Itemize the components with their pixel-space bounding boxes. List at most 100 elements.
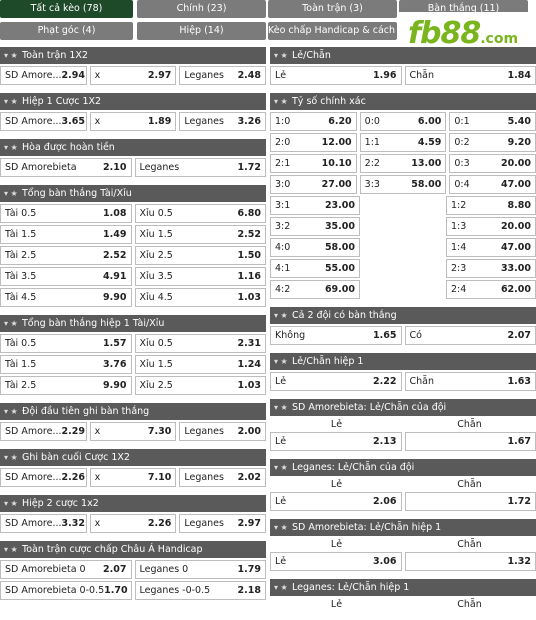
- market-title[interactable]: SD Amorebieta: Lẻ/Chẵn hiệp 1: [270, 519, 536, 536]
- odds-cell[interactable]: 1.32: [405, 552, 536, 571]
- tab[interactable]: Toàn trận (3): [268, 0, 397, 18]
- market-title[interactable]: Cả 2 đội có bàn thắng: [270, 307, 536, 324]
- odds-cell[interactable]: SD Amore...3.65: [0, 112, 87, 131]
- tab[interactable]: Hiệp (14): [137, 22, 266, 40]
- odds-value: 47.00: [501, 179, 531, 190]
- selection-label: SD Amore...: [5, 472, 62, 483]
- market-title[interactable]: Leganes: Lẻ/Chẵn của đội: [270, 459, 536, 476]
- market-title[interactable]: Lẻ/Chẵn: [270, 47, 536, 64]
- odds-value: 1.63: [508, 376, 531, 387]
- market-title[interactable]: Tỷ số chính xác: [270, 93, 536, 110]
- market-title[interactable]: Tổng bàn thắng Tài/Xỉu: [0, 185, 266, 202]
- market-title[interactable]: SD Amorebieta: Lẻ/Chẵn của đội: [270, 399, 536, 416]
- selection-label: Xỉu 1.5: [140, 359, 173, 370]
- tab[interactable]: Chính (23): [137, 0, 266, 18]
- market-title[interactable]: Leganes: Lẻ/Chẵn hiệp 1: [270, 579, 536, 596]
- odds-value: 2.52: [238, 229, 261, 240]
- odds-cell[interactable]: 1.67: [405, 432, 536, 451]
- market-title[interactable]: Hiệp 1 Cược 1X2: [0, 93, 266, 110]
- market-title[interactable]: Toàn trận cược chấp Châu Á Handicap: [0, 541, 266, 558]
- market-title[interactable]: Lẻ/Chẵn hiệp 1: [270, 353, 536, 370]
- market-title[interactable]: Tổng bàn thắng hiệp 1 Tài/Xỉu: [0, 315, 266, 332]
- market-title[interactable]: Hòa được hoàn tiền: [0, 139, 266, 156]
- odds-cell[interactable]: 1.72: [405, 492, 536, 511]
- market-title[interactable]: Ghi bàn cuối Cược 1X2: [0, 449, 266, 466]
- market-title[interactable]: Toàn trận 1X2: [0, 47, 266, 64]
- odds-cell[interactable]: SD Amore...2.26: [0, 468, 87, 487]
- market-section: SD Amorebieta: Lẻ/Chẵn hiệp 1LẻChẵnLẻ3.0…: [270, 519, 536, 571]
- odds-cell[interactable]: SD Amore...2.94: [0, 66, 87, 85]
- tab[interactable]: Kèo chấp Handicap & cách biệt (2): [268, 22, 397, 40]
- odds-cell[interactable]: SD Amore...2.29: [0, 422, 87, 441]
- odds-cell[interactable]: SD Amore...3.32: [0, 514, 87, 533]
- tab[interactable]: Phạt góc (4): [0, 22, 133, 40]
- tab[interactable]: Tất cả kèo (78): [0, 0, 133, 18]
- market-title[interactable]: Đội đầu tiên ghi bàn thắng: [0, 403, 266, 420]
- market-title[interactable]: Hiệp 2 cược 1x2: [0, 495, 266, 512]
